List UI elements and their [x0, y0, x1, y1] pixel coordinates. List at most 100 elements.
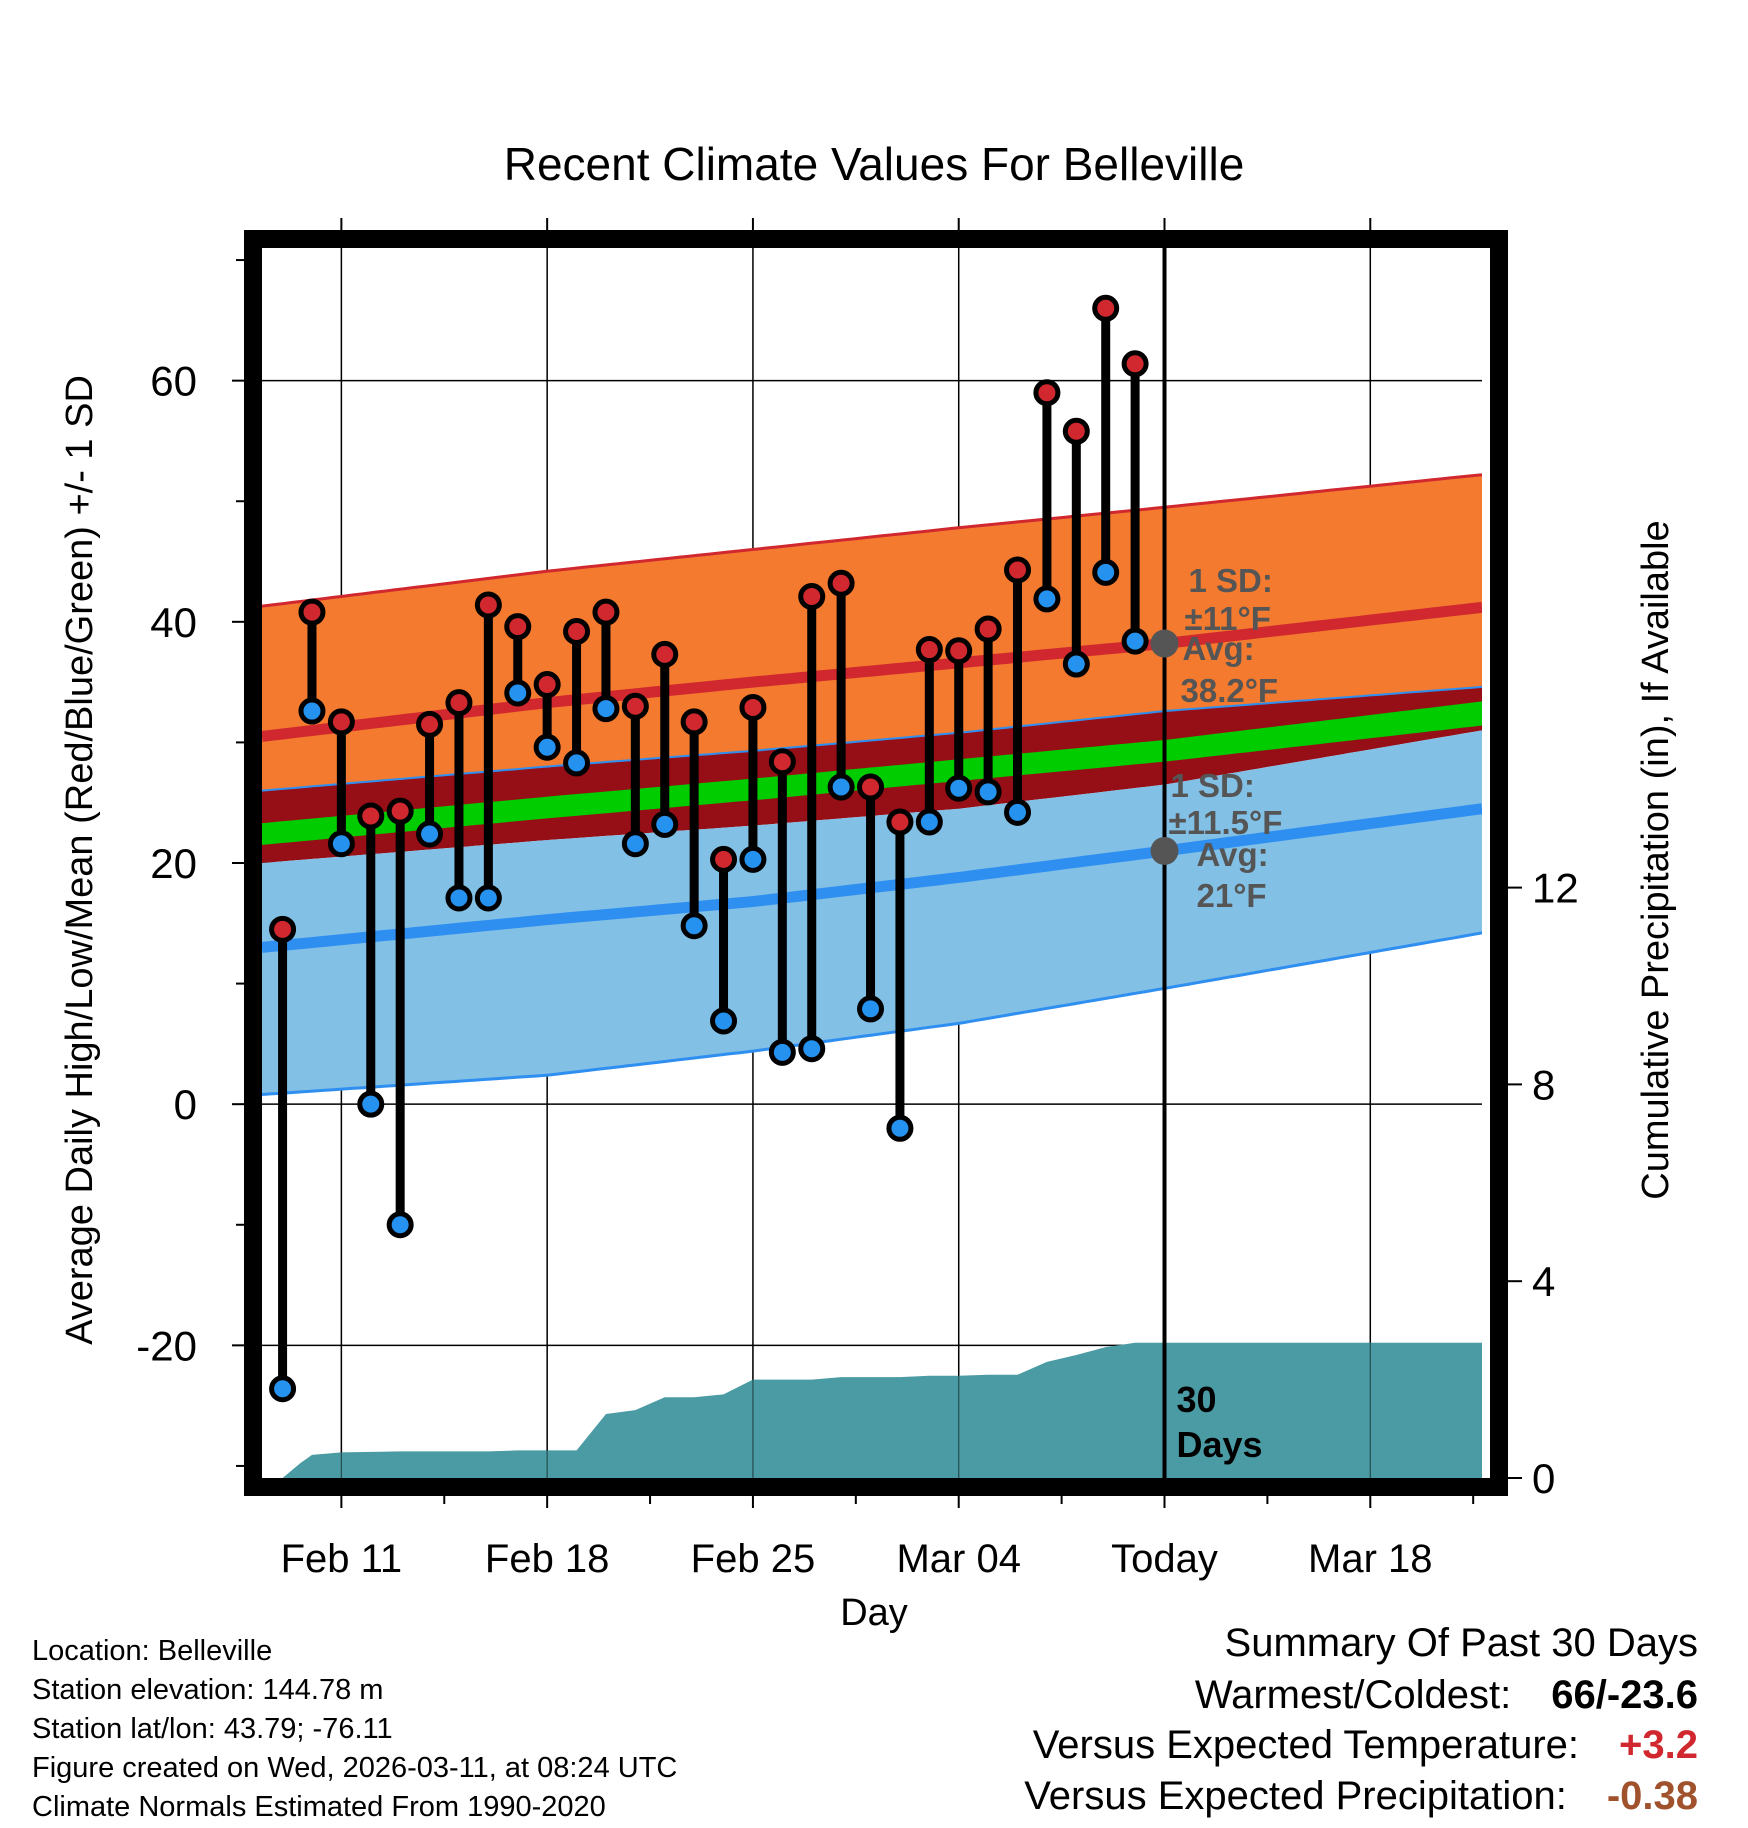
summary-precip-value: -0.38	[1606, 1774, 1698, 1818]
low-point	[886, 1114, 914, 1142]
high-point	[915, 636, 943, 664]
x-axis-label: Day	[840, 1592, 908, 1634]
low-point	[680, 912, 708, 940]
low-sd-value: ±11.5°F	[1169, 804, 1283, 841]
y-tick-label: -20	[136, 1322, 197, 1369]
y-tick-label: 60	[150, 358, 197, 405]
high-point	[857, 773, 885, 801]
low-point	[710, 1007, 738, 1035]
high-sd-label: 1 SD:	[1189, 562, 1273, 599]
low-point	[1121, 627, 1149, 655]
plot-frame	[244, 230, 1508, 1496]
low-point	[386, 1211, 414, 1239]
high-point	[1092, 294, 1120, 322]
summary-precip-label: Versus Expected Precipitation:	[1024, 1774, 1567, 1818]
low-point	[445, 884, 473, 912]
high-sd-band	[262, 474, 1482, 791]
low-point	[651, 810, 679, 838]
low-point	[739, 845, 767, 873]
high-point	[1033, 379, 1061, 407]
high-point	[1121, 350, 1149, 378]
y2-axis-label: Cumulative Precipitation (in), If Availa…	[1635, 520, 1677, 1199]
x-tick-label: Mar 18	[1308, 1537, 1433, 1581]
x-tick-label: Feb 18	[485, 1537, 610, 1581]
high-point	[680, 708, 708, 736]
high-avg-value: 38.2°F	[1181, 672, 1279, 709]
low-lower-line	[262, 931, 1482, 1096]
today-days-label: Days	[1177, 1424, 1263, 1465]
y-tick-label: 40	[150, 599, 197, 646]
high-avg-label: Avg:	[1183, 630, 1255, 667]
x-tick-label: Feb 11	[281, 1537, 403, 1581]
summary-warmest-row: Warmest/Coldest: 66/-23.6	[1195, 1673, 1698, 1718]
x-tick-label: Feb 25	[691, 1537, 816, 1581]
x-tick-label: Mar 04	[896, 1537, 1021, 1581]
low-avg-marker	[1150, 836, 1179, 865]
high-point	[533, 671, 561, 699]
low-point	[798, 1035, 826, 1063]
x-tick-label: Today	[1111, 1537, 1218, 1581]
low-point	[357, 1090, 385, 1118]
high-point	[621, 692, 649, 720]
high-point	[298, 598, 326, 626]
low-point	[416, 820, 444, 848]
high-point	[1004, 556, 1032, 584]
low-point	[592, 695, 620, 723]
high-point	[474, 591, 502, 619]
meta-latlon: Station lat/lon: 43.79; -76.11	[32, 1713, 393, 1745]
high-point	[739, 693, 767, 721]
meta-normals: Climate Normals Estimated From 1990-2020	[32, 1791, 606, 1823]
chart-title: Recent Climate Values For Belleville	[504, 138, 1245, 190]
high-point	[592, 598, 620, 626]
high-point	[974, 615, 1002, 643]
y-axis-label: Average Daily High/Low/Mean (Red/Blue/Gr…	[59, 375, 101, 1345]
low-avg-label: Avg:	[1197, 836, 1269, 873]
low-point	[1062, 650, 1090, 678]
summary-precip-row: Versus Expected Precipitation: -0.38	[1024, 1774, 1698, 1819]
low-point	[945, 774, 973, 802]
summary-temp-label: Versus Expected Temperature:	[1032, 1723, 1580, 1767]
axes: -20 0 20 40 60 0 4 8 12 Feb 11 Feb 18 Feb 25 Mar 04 T…	[136, 218, 1579, 1581]
summary-warmest-value: 66/-23.6	[1551, 1673, 1698, 1717]
low-point	[474, 884, 502, 912]
y-tick-label: 20	[150, 840, 197, 887]
summary-warmest-label: Warmest/Coldest:	[1194, 1673, 1512, 1717]
low-point	[1033, 585, 1061, 613]
high-lower-line	[262, 685, 1482, 792]
precip-area	[282, 1342, 1482, 1478]
y2-tick-label: 8	[1532, 1061, 1555, 1108]
high-sd-value: ±11°F	[1185, 600, 1271, 637]
y2-tick-label: 4	[1532, 1258, 1555, 1305]
high-point	[563, 617, 591, 645]
low-point	[974, 778, 1002, 806]
high-upper-line	[262, 473, 1482, 608]
summary-temp-value: +3.2	[1619, 1723, 1698, 1767]
summary-title: Summary Of Past 30 Days	[1224, 1621, 1698, 1665]
high-point	[886, 808, 914, 836]
high-point	[768, 748, 796, 776]
mean-band	[262, 701, 1482, 845]
y2-tick-label: 0	[1532, 1455, 1555, 1502]
meta-elevation: Station elevation: 144.78 m	[32, 1674, 384, 1706]
plot-border	[244, 230, 1508, 1496]
high-point	[651, 640, 679, 668]
high-point	[357, 802, 385, 830]
low-point	[504, 679, 532, 707]
observations	[269, 294, 1149, 1403]
precip-layer	[282, 1342, 1482, 1478]
low-point	[857, 995, 885, 1023]
high-point	[827, 569, 855, 597]
today-days-count: 30	[1177, 1379, 1217, 1420]
y2-tick-label: 12	[1532, 865, 1579, 912]
high-point	[327, 708, 355, 736]
high-avg-marker	[1150, 629, 1179, 658]
summary-temp-row: Versus Expected Temperature: +3.2	[1033, 1723, 1698, 1768]
high-point	[710, 845, 738, 873]
high-point	[945, 637, 973, 665]
high-point	[504, 613, 532, 641]
low-point	[298, 697, 326, 725]
high-point	[269, 915, 297, 943]
low-point	[621, 830, 649, 858]
